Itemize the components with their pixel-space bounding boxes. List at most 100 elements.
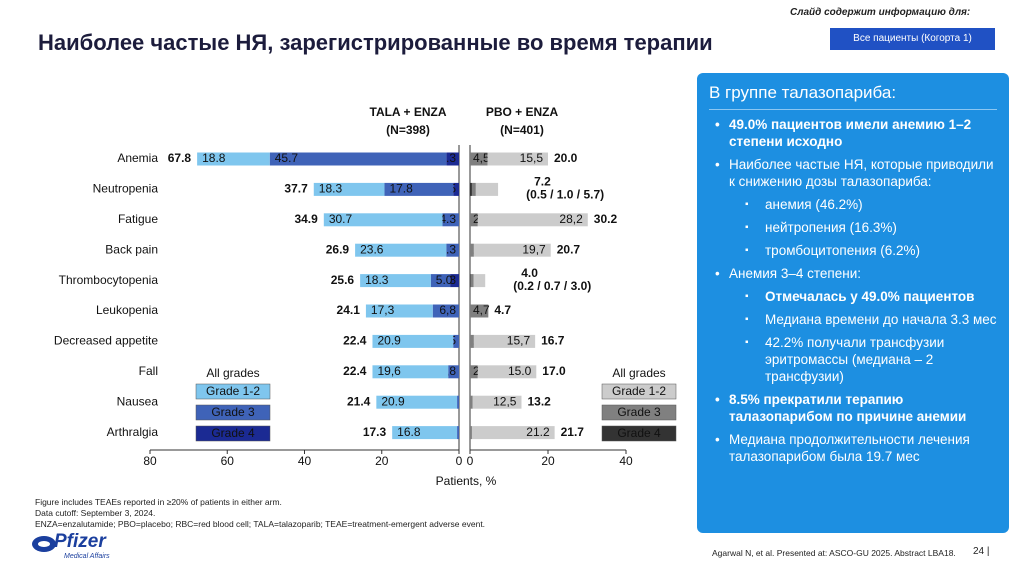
segment-label: 18.3 xyxy=(365,273,389,287)
bar-segment xyxy=(269,152,447,166)
logo-mark xyxy=(32,536,56,552)
x-tick-label: 0 xyxy=(467,454,474,468)
category-label: Arthralgia xyxy=(107,425,159,439)
segment-label: 4,5 xyxy=(473,151,490,165)
segment-label: 21.2 xyxy=(526,425,550,439)
logo-sub: Medical Affairs xyxy=(64,553,110,560)
x-tick-label: 60 xyxy=(221,454,235,468)
bar-segment xyxy=(392,426,458,440)
x-tick-label: 20 xyxy=(375,454,389,468)
segment-label: 18.8 xyxy=(202,151,226,165)
bar-segment xyxy=(470,365,478,379)
bar-segment xyxy=(470,334,474,348)
bar-segment xyxy=(472,395,522,409)
panel-item: Медиана продолжительности лечения талазо… xyxy=(715,431,997,465)
category-label: Fall xyxy=(139,364,158,378)
panel-subitem: тромбоцитопения (6.2%) xyxy=(745,242,997,259)
legend-label: Grade 4 xyxy=(211,426,255,440)
footnotes: Figure includes TEAEs reported in ≥20% o… xyxy=(35,497,485,530)
x-tick-label: 20 xyxy=(541,454,555,468)
category-label: Neutropenia xyxy=(93,182,159,196)
panel-subitem: Медиана времени до начала 3.3 мес xyxy=(745,311,997,328)
x-tick-label: 80 xyxy=(143,454,157,468)
bar-segment xyxy=(313,182,385,196)
panel-subitem: Отмечалась у 49.0% пациентов xyxy=(745,288,997,305)
legend-label: Grade 1-2 xyxy=(612,384,666,398)
legend-swatch xyxy=(601,404,677,421)
total-label: 26.9 xyxy=(326,242,350,256)
bar-segment xyxy=(473,274,486,288)
legend-label: Grade 3 xyxy=(211,405,255,419)
total-label: 17.3 xyxy=(363,425,387,439)
bar-segment xyxy=(457,395,459,409)
segment-label: 15,5 xyxy=(520,151,544,165)
segment-label: 5.0 xyxy=(436,273,453,287)
segment-label: 28,2 xyxy=(559,212,583,226)
bar-segment xyxy=(477,365,537,379)
summary-panel: В группе талазопариба: 49.0% пациентов и… xyxy=(697,73,1009,533)
footnote: Figure includes TEAEs reported in ≥20% o… xyxy=(35,497,282,507)
segment-label: 15.0 xyxy=(508,364,532,378)
total-label: 13.2 xyxy=(527,394,551,408)
segment-label: 20.9 xyxy=(377,334,401,348)
group-n: (N=401) xyxy=(500,123,544,137)
audience-note: Слайд содержит информацию для: xyxy=(790,7,971,18)
bar-segment xyxy=(453,334,459,348)
segment-label: 6,8 xyxy=(439,303,456,317)
total-label: 24.1 xyxy=(337,303,361,317)
segment-label: 30.7 xyxy=(329,212,353,226)
total-label: 21.4 xyxy=(347,394,371,408)
legend-label: Grade 1-2 xyxy=(206,384,260,398)
bar-segment xyxy=(457,426,459,440)
category-label: Decreased appetite xyxy=(54,334,158,348)
panel-title: В группе талазопариба: xyxy=(709,83,997,110)
legend-swatch xyxy=(195,404,271,421)
segment-label: 17,3 xyxy=(371,303,395,317)
x-tick-label: 40 xyxy=(619,454,633,468)
bar-segment xyxy=(384,182,454,196)
legend-label: Grade 4 xyxy=(617,426,661,440)
bar-segment xyxy=(453,182,459,196)
total-label: 20.0 xyxy=(554,151,578,165)
segment-label: 23.6 xyxy=(360,242,384,256)
bar-segment xyxy=(372,334,454,348)
bar-segment xyxy=(355,243,447,257)
bar-segment xyxy=(365,304,433,318)
bar-segment xyxy=(376,395,458,409)
bar-segment xyxy=(470,395,473,409)
segment-label: 19,7 xyxy=(522,242,546,256)
group-n: (N=398) xyxy=(386,123,430,137)
bar-segment xyxy=(432,304,459,318)
legend-title: All grades xyxy=(612,366,665,380)
bar-segment xyxy=(442,213,459,227)
panel-subitem: анемия (46.2%) xyxy=(745,196,997,213)
panel-item: Анемия 3–4 степени: xyxy=(715,265,997,282)
bar-segment xyxy=(372,365,449,379)
segment-label: 20.9 xyxy=(381,394,405,408)
total-label: 22.4 xyxy=(343,334,367,348)
slide-title: Наиболее частые НЯ, зарегистрированные в… xyxy=(38,30,713,55)
bar-segment xyxy=(470,182,472,196)
bar-segment xyxy=(446,243,459,257)
bar-segment xyxy=(450,274,459,288)
panel-subitem: нейтропения (16.3%) xyxy=(745,219,997,236)
category-label: Fatigue xyxy=(118,212,158,226)
category-label: Leukopenia xyxy=(96,303,158,317)
legend-swatch xyxy=(195,425,271,442)
bar-segment xyxy=(477,213,588,227)
bar-segment xyxy=(470,274,474,288)
segment-label: 19,6 xyxy=(377,364,401,378)
total-label: 67.8 xyxy=(168,151,192,165)
legend-label: Grade 3 xyxy=(617,405,661,419)
bar-segment xyxy=(197,152,270,166)
total-label: 30.2 xyxy=(594,212,618,226)
breakdown-label: (0.2 / 0.7 / 3.0) xyxy=(513,279,591,293)
total-label: 4.0 xyxy=(521,266,538,280)
total-label: 22.4 xyxy=(343,364,367,378)
total-label: 16.7 xyxy=(541,334,565,348)
panel-items: 49.0% пациентов имели анемию 1–2 степени… xyxy=(709,116,997,465)
x-axis-label: Patients, % xyxy=(436,474,497,488)
total-label: 34.9 xyxy=(294,212,318,226)
total-label: 21.7 xyxy=(561,425,585,439)
bar-segment xyxy=(473,334,536,348)
